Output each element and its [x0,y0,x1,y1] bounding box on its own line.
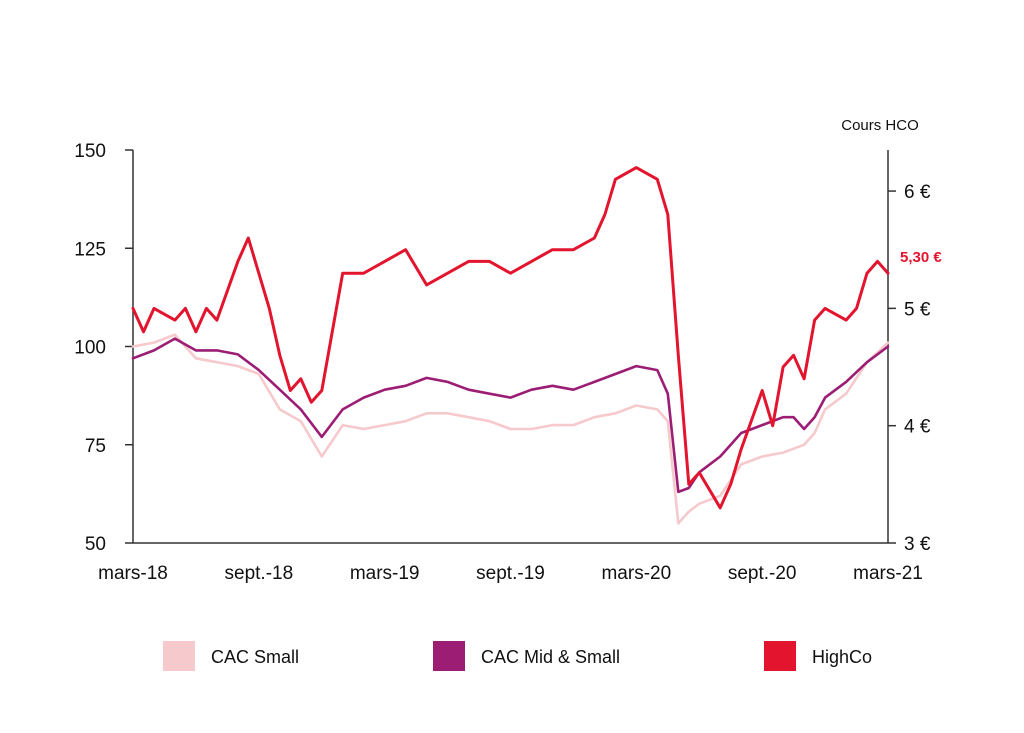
x-tick-label: mars-20 [601,563,671,584]
x-tick-label: mars-18 [98,563,168,584]
left-tick-label: 100 [74,338,106,359]
left-tick-label: 50 [85,534,106,555]
x-tick-label: sept.-18 [225,563,294,584]
axes [132,150,889,544]
legend-swatch [764,641,796,671]
right-axis-ticks: 3 € 4 € 5 € 6 € [888,182,931,555]
left-tick-label: 150 [74,141,106,162]
x-tick-label: sept.-20 [728,563,797,584]
left-tick-label: 75 [85,436,106,457]
series-line-highco [131,166,890,510]
legend-label: CAC Small [211,647,299,667]
series-line-cac-small [131,333,890,525]
x-tick-label: mars-21 [853,563,923,584]
right-tick-label: 3 € [904,534,931,555]
left-axis-ticks: 50 75 100 125 150 [74,141,133,555]
x-axis-ticks: mars-18 sept.-18 mars-19 sept.-19 mars-20 sep… [98,563,923,584]
x-tick-label: mars-19 [350,563,420,584]
legend: CAC Small CAC Mid & Small HighCo [163,641,872,671]
right-tick-label: 4 € [904,417,931,438]
series-line-cac-mid-small [131,337,890,494]
left-tick-label: 125 [74,239,106,260]
x-tick-label: sept.-19 [476,563,545,584]
right-tick-label: 6 € [904,182,931,203]
legend-label: CAC Mid & Small [481,647,620,667]
series-lines [131,166,890,525]
last-value-label: 5,30 € [900,249,942,266]
legend-swatch [163,641,195,671]
legend-label: HighCo [812,647,872,667]
right-tick-label: 5 € [904,299,931,320]
right-axis-title: Cours HCO [841,117,919,134]
legend-swatch [433,641,465,671]
